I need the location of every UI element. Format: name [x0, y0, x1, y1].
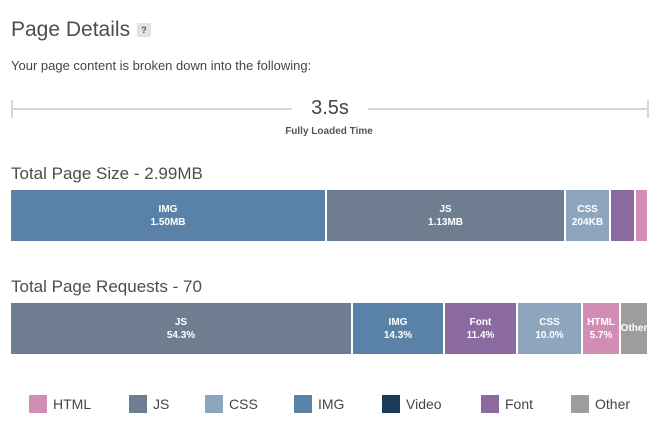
timeline-end-cap — [647, 100, 649, 118]
legend-label: Video — [406, 396, 442, 412]
bar-segment-html[interactable] — [636, 190, 647, 241]
legend-item-other: Other — [571, 393, 630, 415]
segment-category-label: JS — [174, 316, 188, 328]
segment-category-label: Font — [469, 316, 492, 328]
legend-label: CSS — [229, 396, 258, 412]
legend-swatch — [205, 395, 223, 413]
segment-value-label: 1.13MB — [427, 216, 463, 228]
segment-value-label: 204KB — [571, 216, 604, 228]
bar-segment-img[interactable]: IMG 1.50MB — [11, 190, 325, 241]
segment-category-label: CSS — [539, 316, 560, 328]
timeline-start-cap — [11, 100, 13, 118]
segment-category-label: Other — [621, 323, 647, 334]
page-requests-bar: JS 54.3% IMG 14.3% Font 11.4% CSS 10.0% HTML 5.7%… — [11, 303, 647, 354]
page-size-bar: IMG 1.50MB JS 1.13MB CSS 204KB — [11, 190, 647, 241]
legend-item-js: JS — [129, 393, 169, 415]
fully-loaded-timeline: 3.5s — [11, 97, 649, 120]
bar-segment-css[interactable]: CSS 10.0% — [518, 303, 581, 354]
segment-category-label: JS — [439, 203, 452, 215]
segment-value-label: 11.4% — [466, 329, 495, 341]
segment-category-label: HTML — [587, 316, 615, 328]
timeline-line-left — [13, 108, 292, 110]
legend-item-video: Video — [382, 393, 442, 415]
legend-swatch — [129, 395, 147, 413]
legend-swatch — [294, 395, 312, 413]
legend-swatch — [29, 395, 47, 413]
fully-loaded-value: 3.5s — [311, 97, 349, 119]
segment-value-label: 5.7% — [589, 329, 613, 341]
bar-segment-html[interactable]: HTML 5.7% — [583, 303, 619, 354]
bar-segment-img[interactable]: IMG 14.3% — [353, 303, 443, 354]
legend-label: Font — [505, 396, 534, 412]
legend-swatch — [571, 395, 589, 413]
fully-loaded-label: Fully Loaded Time — [285, 126, 373, 137]
segment-value-label: 54.3% — [166, 329, 196, 341]
legend-item-font: Font — [481, 393, 533, 415]
legend-swatch — [481, 395, 499, 413]
legend-label: IMG — [318, 396, 345, 412]
legend-label: Other — [595, 396, 631, 412]
help-icon[interactable]: ? — [137, 23, 151, 37]
legend-item-css: CSS — [205, 393, 258, 415]
legend-item-html: HTML — [29, 393, 91, 415]
segment-category-label: CSS — [577, 203, 598, 215]
legend: HTML JS CSS IMG Video Font Other — [29, 393, 649, 415]
legend-item-img: IMG — [294, 393, 344, 415]
segment-value-label: 1.50MB — [150, 216, 186, 228]
bar-segment-font[interactable] — [611, 190, 634, 241]
segment-category-label: IMG — [158, 203, 178, 215]
bar-segment-js[interactable]: JS 54.3% — [11, 303, 351, 354]
segment-value-label: 10.0% — [535, 329, 564, 341]
bar-segment-css[interactable]: CSS 204KB — [566, 190, 609, 241]
legend-label: HTML — [53, 396, 92, 412]
page-size-title: Total Page Size - 2.99MB — [11, 164, 203, 183]
bar-segment-font[interactable]: Font 11.4% — [445, 303, 516, 354]
bar-segment-js[interactable]: JS 1.13MB — [327, 190, 564, 241]
page-title: Page Details — [11, 18, 131, 41]
legend-swatch — [382, 395, 400, 413]
intro-text: Your page content is broken down into th… — [11, 58, 312, 73]
bar-segment-other[interactable]: Other — [621, 303, 647, 354]
timeline-line-right — [368, 108, 647, 110]
segment-category-label: IMG — [388, 316, 408, 328]
segment-value-label: 14.3% — [383, 329, 413, 341]
legend-label: JS — [153, 396, 170, 412]
page-requests-title: Total Page Requests - 70 — [11, 277, 202, 296]
